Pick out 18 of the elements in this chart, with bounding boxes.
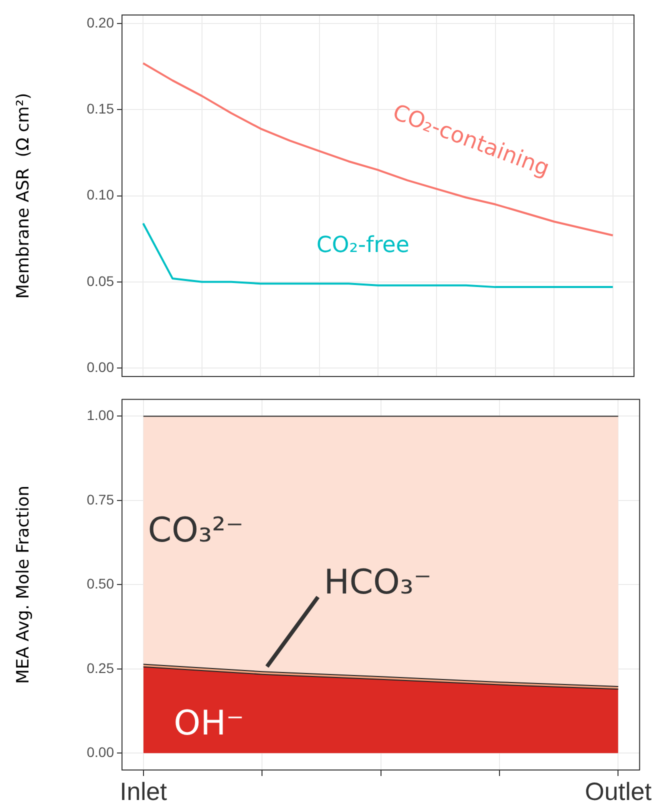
y-tick-label: 1.00	[86, 407, 114, 424]
series-label: OH⁻	[174, 703, 244, 744]
y-tick-label: 0.10	[86, 186, 114, 203]
y-tick-label: 0.20	[86, 14, 114, 30]
y-axis-title: Membrane ASR (Ω cm²)	[14, 92, 34, 299]
series-label: CO₂-free	[316, 233, 410, 258]
x-tick-label: Outlet	[584, 778, 652, 806]
y-tick-label: 0.25	[86, 660, 114, 676]
y-tick-label: 0.15	[86, 100, 114, 117]
y-axis-title: MEA Avg. Mole Fraction	[14, 486, 34, 684]
y-tick-label: 0.50	[86, 576, 114, 592]
y-tick-label: 0.75	[86, 491, 114, 508]
x-tick-label: Inlet	[120, 778, 168, 806]
y-tick-label: 0.00	[86, 744, 114, 760]
series-label: CO₃²⁻	[148, 510, 244, 551]
y-tick-label: 0.00	[86, 358, 114, 375]
text: HCO₃⁻	[324, 562, 432, 603]
y-tick-label: 0.05	[86, 272, 114, 289]
